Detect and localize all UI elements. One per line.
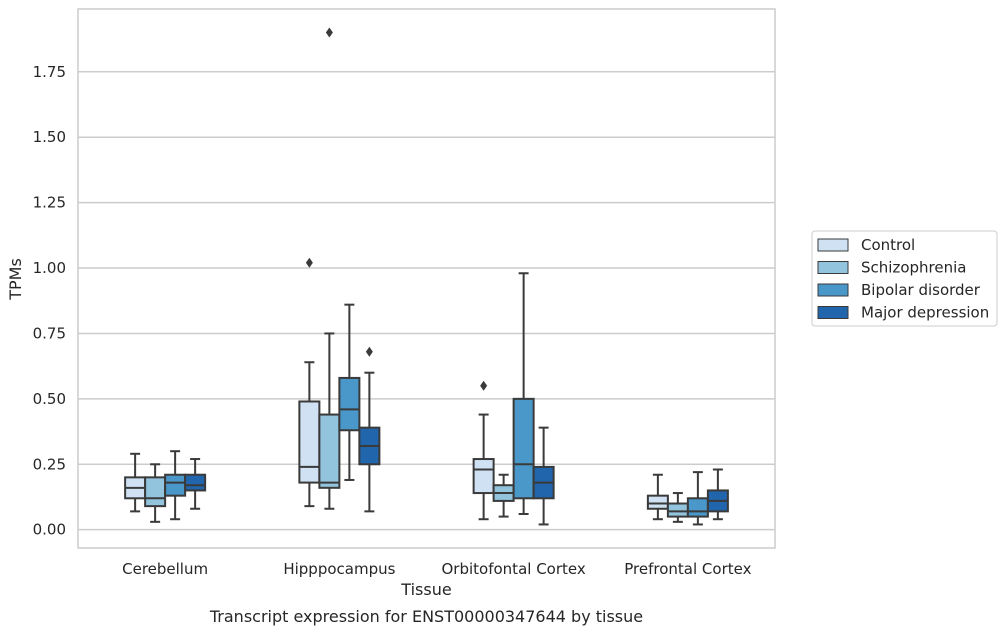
box-iqr xyxy=(646,494,669,510)
legend-label: Schizophrenia xyxy=(861,259,966,277)
box-control xyxy=(298,257,321,508)
y-tick-label: 1.25 xyxy=(33,194,66,212)
box-iqr xyxy=(184,473,207,492)
y-tick-label: 1.75 xyxy=(33,63,66,81)
y-tick-label: 1.00 xyxy=(33,259,66,277)
box-iqr xyxy=(298,400,321,484)
box-iqr xyxy=(666,502,689,518)
boxes xyxy=(124,27,729,526)
legend-swatch xyxy=(817,238,849,252)
box-bipolar-disorder xyxy=(338,303,361,481)
grid-lines xyxy=(78,71,775,531)
box-schizophrenia xyxy=(318,27,341,510)
box-schizophrenia xyxy=(492,473,515,518)
box-major-depression xyxy=(358,346,381,513)
legend-swatch xyxy=(817,283,849,297)
y-axis-label: TPMs xyxy=(6,258,25,301)
outlier-point xyxy=(365,346,373,357)
box-iqr xyxy=(472,458,495,495)
y-tick-label: 0.25 xyxy=(33,455,66,473)
legend-label: Bipolar disorder xyxy=(861,281,981,299)
box-major-depression xyxy=(706,468,729,521)
box-iqr xyxy=(686,497,709,518)
box-major-depression xyxy=(184,458,207,510)
y-tick-label: 0.00 xyxy=(33,521,66,539)
x-axis-ticks: Cerebellum Hipppocampus Orbitofontal Corte… xyxy=(122,560,751,578)
box-bipolar-disorder xyxy=(512,272,535,515)
plot-frame xyxy=(77,8,776,549)
y-tick-label: 1.50 xyxy=(33,128,66,146)
box-control xyxy=(472,380,495,521)
legend-label: Major depression xyxy=(861,304,989,322)
box-iqr xyxy=(164,473,187,497)
box-iqr xyxy=(338,376,361,432)
box-major-depression xyxy=(532,426,555,526)
legend: Control Schizophrenia Bipolar disorder Majo… xyxy=(811,230,998,327)
x-axis-label: Tissue xyxy=(400,580,451,599)
x-tick-label: Cerebellum xyxy=(122,560,208,578)
box-iqr xyxy=(144,476,167,508)
box-bipolar-disorder xyxy=(164,450,187,521)
box-iqr xyxy=(512,397,535,500)
box-iqr xyxy=(318,413,341,489)
legend-frame xyxy=(811,230,998,327)
legend-swatch xyxy=(817,261,849,274)
outlier-point xyxy=(480,380,488,391)
outlier-point xyxy=(325,27,333,38)
legend-label: Control xyxy=(861,236,915,254)
box-schizophrenia xyxy=(666,492,689,523)
box-control xyxy=(646,473,669,521)
box-control xyxy=(124,452,147,513)
x-tick-label: Prefrontal Cortex xyxy=(624,560,751,578)
y-tick-label: 0.50 xyxy=(33,390,66,408)
chart-caption: Transcript expression for ENST0000034764… xyxy=(209,607,643,626)
x-tick-label: Orbitofontal Cortex xyxy=(442,560,586,578)
box-schizophrenia xyxy=(144,463,167,523)
y-tick-label: 0.75 xyxy=(33,324,66,342)
legend-swatch xyxy=(817,306,849,319)
x-tick-label: Hipppocampus xyxy=(283,560,395,578)
y-axis-ticks: 0.00 0.25 0.50 0.75 1.00 1.25 1.50 1.75 xyxy=(33,63,66,539)
box-bipolar-disorder xyxy=(686,471,709,526)
outlier-point xyxy=(305,257,313,268)
